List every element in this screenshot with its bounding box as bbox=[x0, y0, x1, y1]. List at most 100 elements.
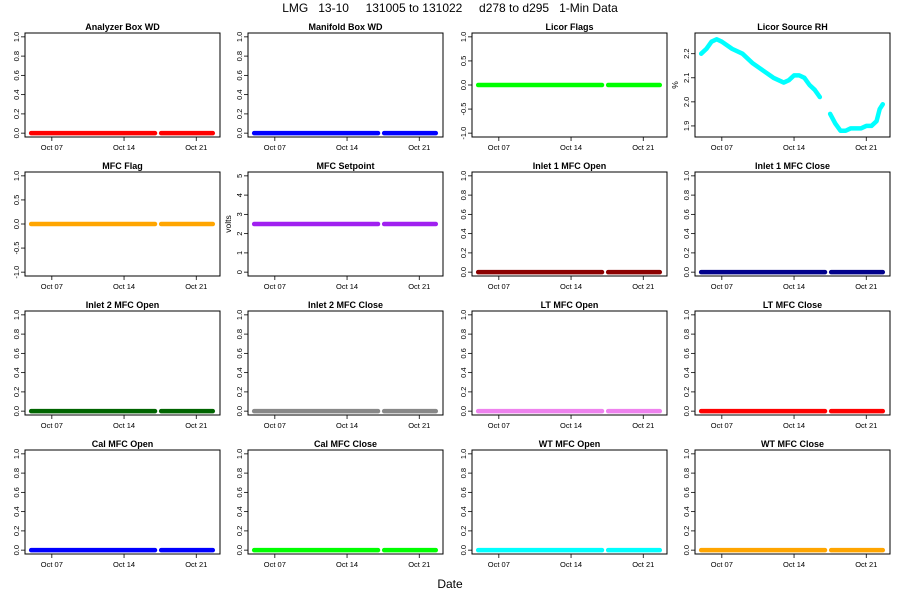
y-tick-label: 1.0 bbox=[682, 171, 691, 181]
panel-title: Cal MFC Open bbox=[92, 439, 154, 449]
x-tick-label: Oct 07 bbox=[41, 143, 63, 152]
y-tick-label: 2.2 bbox=[682, 48, 691, 58]
plot-frame bbox=[247, 32, 444, 138]
y-tick-label: 1.0 bbox=[12, 310, 21, 320]
x-tick-label: Oct 07 bbox=[264, 560, 286, 569]
plot-frame bbox=[24, 310, 221, 416]
y-tick-label: 5 bbox=[235, 174, 244, 178]
x-tick-label: Oct 21 bbox=[408, 421, 430, 430]
y-tick-label: 1.0 bbox=[235, 310, 244, 320]
plot-frame bbox=[247, 449, 444, 555]
y-tick-label: 0.6 bbox=[12, 487, 21, 497]
plot-frame bbox=[694, 32, 891, 138]
panel-15: WT MFC Close 0.0 0.2 0.4 0.6 0.8 1.0 Oct 07 Oct … bbox=[682, 439, 891, 569]
y-tick-label: 0.6 bbox=[12, 70, 21, 80]
x-tick-label: Oct 07 bbox=[264, 143, 286, 152]
x-tick-label: Oct 14 bbox=[113, 421, 135, 430]
series-line bbox=[698, 37, 823, 100]
x-tick-label: Oct 14 bbox=[336, 282, 358, 291]
y-tick-label: 0.0 bbox=[12, 406, 21, 416]
y-tick-label: 1.0 bbox=[459, 449, 468, 459]
y-tick-label: 1.0 bbox=[459, 310, 468, 320]
x-tick-label: Oct 14 bbox=[560, 560, 582, 569]
x-tick-label: Oct 21 bbox=[855, 282, 877, 291]
y-tick-label: 0.0 bbox=[459, 80, 468, 90]
y-tick-label: 0.6 bbox=[235, 487, 244, 497]
panel-title: Inlet 1 MFC Open bbox=[533, 161, 607, 171]
y-tick-label: 0.4 bbox=[459, 367, 468, 377]
x-tick-label: Oct 21 bbox=[408, 282, 430, 291]
y-tick-label: -0.5 bbox=[459, 103, 468, 116]
x-tick-label: Oct 14 bbox=[560, 421, 582, 430]
y-tick-label: 2.0 bbox=[682, 97, 691, 107]
y-tick-label: 3 bbox=[235, 212, 244, 216]
x-tick-label: Oct 07 bbox=[711, 143, 733, 152]
y-tick-label: 0.2 bbox=[459, 387, 468, 397]
x-tick-label: Oct 21 bbox=[632, 560, 654, 569]
x-tick-label: Oct 21 bbox=[185, 143, 207, 152]
y-tick-label: 0.8 bbox=[235, 51, 244, 61]
x-tick-label: Oct 07 bbox=[41, 282, 63, 291]
y-tick-label: 1.0 bbox=[459, 32, 468, 42]
y-tick-label: 0.2 bbox=[459, 248, 468, 258]
panel-14: WT MFC Open 0.0 0.2 0.4 0.6 0.8 1.0 Oct 07 Oct 1… bbox=[459, 439, 668, 569]
y-tick-label: 0.8 bbox=[235, 468, 244, 478]
y-tick-label: 0.6 bbox=[459, 209, 468, 219]
y-tick-label: 0.6 bbox=[682, 209, 691, 219]
y-tick-label: 0.2 bbox=[459, 526, 468, 536]
y-tick-label: 0.0 bbox=[682, 267, 691, 277]
y-tick-label: 2.1 bbox=[682, 73, 691, 83]
page-title: LMG 13-10 131005 to 131022 d278 to d295 … bbox=[282, 1, 618, 15]
x-tick-label: Oct 07 bbox=[488, 421, 510, 430]
y-tick-label: 0.6 bbox=[682, 487, 691, 497]
series-line bbox=[827, 102, 886, 133]
y-tick-label: 2 bbox=[235, 232, 244, 236]
x-tick-label: Oct 14 bbox=[113, 282, 135, 291]
x-tick-label: Oct 21 bbox=[855, 421, 877, 430]
y-tick-label: 0.8 bbox=[682, 329, 691, 339]
y-tick-label: 0.6 bbox=[459, 487, 468, 497]
panel-10: LT MFC Open 0.0 0.2 0.4 0.6 0.8 1.0 Oct 07 Oct 1… bbox=[459, 300, 668, 430]
panel-title: LT MFC Close bbox=[763, 300, 822, 310]
x-tick-label: Oct 14 bbox=[336, 421, 358, 430]
y-tick-label: 0.8 bbox=[682, 468, 691, 478]
panel-6: Inlet 1 MFC Open 0.0 0.2 0.4 0.6 0.8 1.0 Oct 07… bbox=[459, 161, 668, 291]
x-tick-label: Oct 21 bbox=[632, 421, 654, 430]
panel-title: WT MFC Close bbox=[761, 439, 824, 449]
panel-1: Manifold Box WD 0.0 0.2 0.4 0.6 0.8 1.0 Oct 07 O… bbox=[235, 22, 444, 152]
y-tick-label: 0.6 bbox=[235, 348, 244, 358]
x-tick-label: Oct 14 bbox=[560, 282, 582, 291]
y-tick-label: 0.2 bbox=[235, 109, 244, 119]
x-tick-label: Oct 07 bbox=[711, 560, 733, 569]
panel-9: Inlet 2 MFC Close 0.0 0.2 0.4 0.6 0.8 1.0 Oct 0… bbox=[235, 300, 444, 430]
plot-frame bbox=[694, 449, 891, 555]
x-tick-label: Oct 14 bbox=[113, 560, 135, 569]
x-tick-label: Oct 07 bbox=[711, 421, 733, 430]
panel-title: WT MFC Open bbox=[539, 439, 601, 449]
panel-title: Licor Source RH bbox=[757, 22, 828, 32]
panel-title: Cal MFC Close bbox=[314, 439, 377, 449]
x-tick-label: Oct 07 bbox=[488, 282, 510, 291]
plot-frame bbox=[24, 449, 221, 555]
y-tick-label: 1.0 bbox=[682, 310, 691, 320]
y-tick-label: 0.8 bbox=[12, 329, 21, 339]
y-tick-label: 0.0 bbox=[235, 128, 244, 138]
panel-title: MFC Flag bbox=[102, 161, 143, 171]
x-tick-label: Oct 21 bbox=[185, 282, 207, 291]
x-tick-label: Oct 21 bbox=[632, 282, 654, 291]
y-tick-label: 0.6 bbox=[682, 348, 691, 358]
plot-frame bbox=[471, 449, 668, 555]
x-tick-label: Oct 07 bbox=[41, 560, 63, 569]
panel-7: Inlet 1 MFC Close 0.0 0.2 0.4 0.6 0.8 1.0 Oct 0… bbox=[682, 161, 891, 291]
x-tick-label: Oct 21 bbox=[632, 143, 654, 152]
x-tick-label: Oct 21 bbox=[185, 560, 207, 569]
x-tick-label: Oct 14 bbox=[783, 560, 805, 569]
y-tick-label: 0.2 bbox=[12, 387, 21, 397]
panel-5: MFC Setpoint 0 1 2 3 4 5 Oct 07 Oct 14 Oct 21 volt… bbox=[223, 161, 444, 291]
y-tick-label: 0.6 bbox=[459, 348, 468, 358]
x-tick-label: Oct 14 bbox=[783, 282, 805, 291]
y-tick-label: 0.8 bbox=[459, 468, 468, 478]
y-axis-label: % bbox=[670, 81, 680, 89]
y-tick-label: 0.8 bbox=[12, 468, 21, 478]
